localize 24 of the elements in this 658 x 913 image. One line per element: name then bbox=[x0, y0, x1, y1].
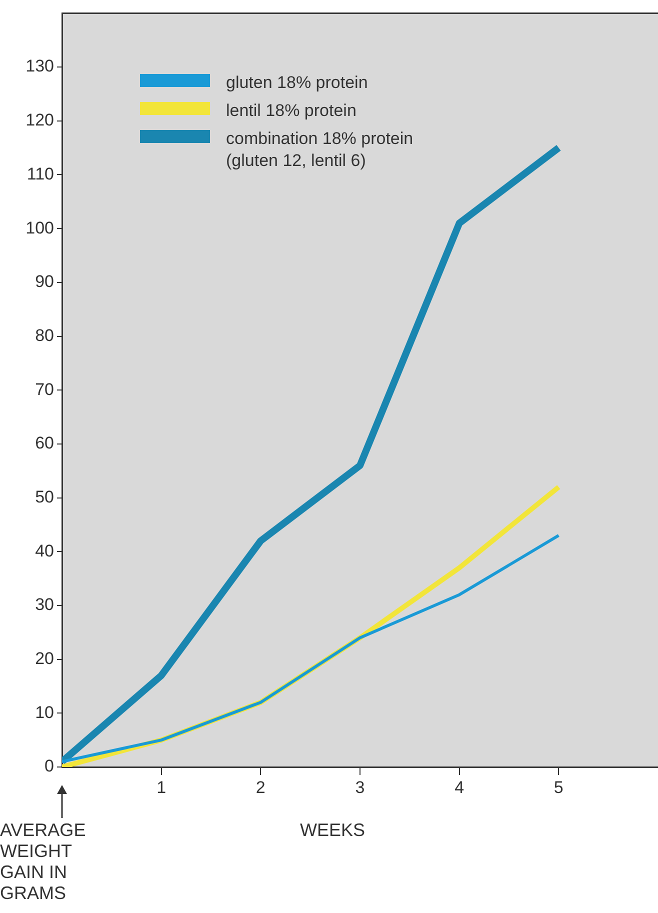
y-tick-label: 80 bbox=[35, 326, 54, 345]
x-tick-label: 1 bbox=[156, 778, 166, 797]
x-tick-label: 5 bbox=[554, 778, 564, 797]
y-tick-label: 20 bbox=[35, 649, 54, 668]
legend-label: gluten 18% protein bbox=[226, 72, 369, 94]
x-tick-label: 4 bbox=[454, 778, 464, 797]
y-tick-label: 120 bbox=[26, 110, 54, 130]
x-axis-title: WEEKS bbox=[300, 820, 366, 841]
x-tick-label: 3 bbox=[355, 778, 365, 797]
y-tick-label: 30 bbox=[35, 595, 54, 614]
y-tick-label: 70 bbox=[35, 380, 54, 399]
y-tick-label: 40 bbox=[35, 541, 54, 560]
legend-label: lentil 18% protein bbox=[226, 100, 358, 122]
y-tick-label: 100 bbox=[26, 218, 54, 238]
x-tick-label: 2 bbox=[256, 778, 266, 797]
y-tick-label: 60 bbox=[35, 434, 54, 453]
legend-label: combination 18% protein (gluten 12, lentil 6) bbox=[226, 128, 414, 172]
y-tick-label: 0 bbox=[44, 756, 54, 776]
y-axis-title: AVERAGE WEIGHT GAIN IN GRAMS bbox=[0, 820, 87, 904]
y-tick-label: 50 bbox=[35, 487, 54, 506]
y-tick-label: 110 bbox=[26, 164, 54, 184]
y-tick-label: 10 bbox=[35, 702, 54, 722]
y-tick-label: 130 bbox=[26, 56, 54, 76]
y-tick-label: 90 bbox=[35, 272, 54, 292]
